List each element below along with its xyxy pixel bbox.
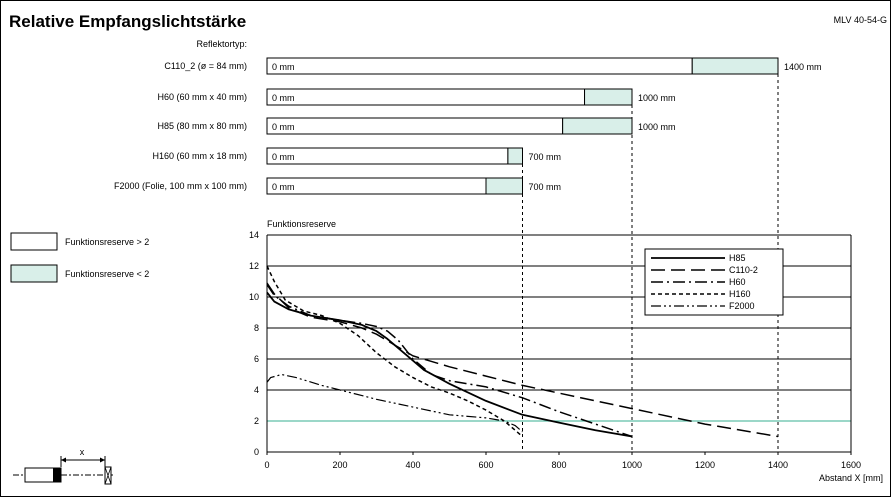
range-bar-start-label: 0 mm [272, 62, 295, 72]
line-chart: 0 2 4 6 8 10 12 14 0 200 400 600 800 1000 1200 1400 1600… [249, 219, 883, 483]
range-bar-low-reserve [485, 177, 523, 195]
product-code: MLV 40-54-G [834, 15, 887, 25]
y-tick-label: 6 [254, 354, 259, 364]
series-line-f2000 [266, 373, 523, 433]
range-bar-start-label: 0 mm [272, 152, 295, 162]
x-tick-label: 200 [332, 460, 347, 470]
y-tick-label: 12 [249, 261, 259, 271]
y-tick-label: 4 [254, 385, 259, 395]
y-tick-label: 0 [254, 447, 259, 457]
series-line-h160 [266, 265, 523, 438]
range-bar-low-reserve [507, 147, 523, 165]
key-label: Funktionsreserve > 2 [65, 237, 149, 247]
x-tick-label: 1000 [622, 460, 642, 470]
key-swatch [10, 232, 58, 251]
legend-label: H85 [729, 253, 746, 263]
series-line-h60 [266, 284, 633, 438]
dimension-arrow-right [100, 457, 105, 463]
range-bar-label: H85 (80 mm x 80 mm) [157, 121, 247, 131]
range-bar-end-label: 1400 mm [784, 62, 822, 72]
legend-label: H160 [729, 289, 751, 299]
x-axis-title: Abstand X [mm] [819, 473, 883, 483]
range-bar-low-reserve [584, 88, 633, 106]
range-bar-high-reserve [266, 117, 564, 135]
legend-label: F2000 [729, 301, 755, 311]
reflector-hatch [104, 466, 112, 485]
range-bar-label: H60 (60 mm x 40 mm) [157, 92, 247, 102]
key-label: Funktionsreserve < 2 [65, 269, 149, 279]
y-axis-title: Funktionsreserve [267, 219, 336, 229]
range-bar-high-reserve [266, 147, 509, 165]
range-bar-end-label: 1000 mm [638, 122, 676, 132]
legend-label: C110-2 [729, 265, 758, 275]
range-bar-end-label: 700 mm [529, 152, 562, 162]
range-bar-high-reserve [266, 57, 693, 75]
x-tick-label: 0 [264, 460, 269, 470]
range-bar-label: F2000 (Folie, 100 mm x 100 mm) [114, 181, 247, 191]
range-bar-start-label: 0 mm [272, 122, 295, 132]
sensor-lens [53, 468, 61, 482]
y-tick-label: 10 [249, 292, 259, 302]
x-tick-label: 800 [551, 460, 566, 470]
x-tick-label: 1600 [841, 460, 861, 470]
dimension-arrow-left [61, 457, 66, 463]
y-tick-label: 14 [249, 230, 259, 240]
legend-label: H60 [729, 277, 746, 287]
range-bar-end-label: 700 mm [529, 182, 562, 192]
range-bar-start-label: 0 mm [272, 93, 295, 103]
sensor-schematic-icon: x [13, 447, 113, 485]
x-tick-label: 600 [478, 460, 493, 470]
series-line-c110-2 [266, 282, 779, 438]
x-tick-label: 1200 [695, 460, 715, 470]
y-tick-label: 2 [254, 416, 259, 426]
dimension-label: x [80, 447, 85, 457]
y-tick-label: 8 [254, 323, 259, 333]
range-bar-high-reserve [266, 177, 487, 195]
range-bar-end-label: 1000 mm [638, 93, 676, 103]
range-bars-group: C110_2 (ø = 84 mm) 0 mm 1400 mm H60 (60 mm … [114, 57, 822, 452]
page-title: Relative Empfangslichtstärke [9, 12, 246, 31]
reflector-type-header: Reflektortyp: [196, 39, 247, 49]
range-bar-low-reserve [562, 117, 633, 135]
range-bar-label: C110_2 (ø = 84 mm) [164, 61, 247, 71]
x-tick-label: 1400 [768, 460, 788, 470]
range-bar-label: H160 (60 mm x 18 mm) [152, 151, 247, 161]
function-reserve-key: Funktionsreserve > 2 Funktionsreserve < 2 [10, 232, 149, 283]
range-bar-high-reserve [266, 88, 586, 106]
x-tick-label: 400 [405, 460, 420, 470]
range-bar-low-reserve [691, 57, 779, 75]
key-swatch [10, 264, 58, 283]
range-bar-start-label: 0 mm [272, 182, 295, 192]
